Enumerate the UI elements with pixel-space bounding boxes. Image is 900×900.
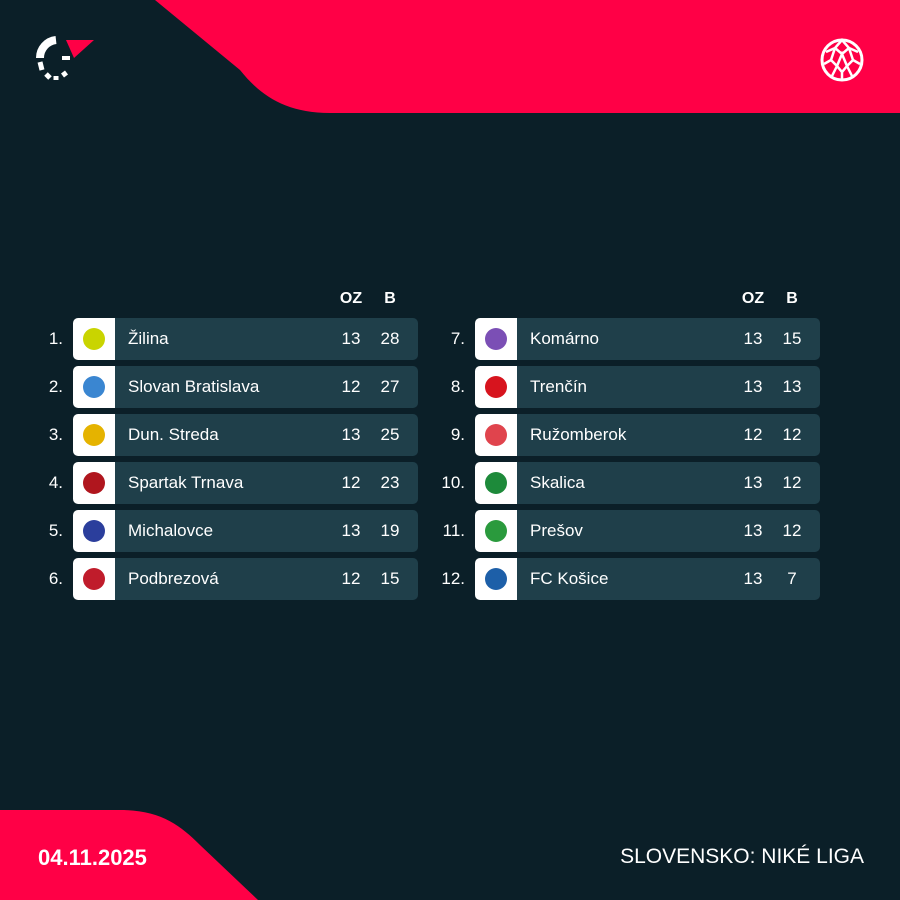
matches-played: 13 — [743, 569, 763, 588]
row-background — [517, 366, 820, 408]
matches-played: 13 — [743, 473, 763, 492]
football-icon — [820, 38, 864, 82]
row-background — [517, 462, 820, 504]
standings-table-right: OZ B 7. Komárno 13 15 8. Trenčín 13 13 9… — [441, 290, 820, 600]
team-name: Dun. Streda — [128, 425, 219, 444]
table-row[interactable]: 3. Dun. Streda 13 25 — [49, 414, 418, 456]
rank: 10. — [441, 473, 465, 492]
league-name: SLOVENSKO: NIKÉ LIGA — [620, 845, 864, 868]
table-row[interactable]: 4. Spartak Trnava 12 23 — [49, 462, 418, 504]
table-row[interactable]: 7. Komárno 13 15 — [451, 318, 820, 360]
team-crest-icon — [73, 558, 115, 600]
row-background — [517, 414, 820, 456]
row-background — [517, 558, 820, 600]
date: 04.11.2025 — [38, 845, 147, 870]
team-name: Trenčín — [530, 377, 588, 396]
matches-played: 12 — [341, 473, 361, 492]
standings-table-left: OZ B 1. Žilina 13 28 2. Slovan Bratislav… — [49, 290, 418, 600]
table-header: OZ B — [475, 290, 820, 310]
team-name: Skalica — [530, 473, 585, 492]
played-header: OZ — [339, 290, 363, 307]
table-row[interactable]: 1. Žilina 13 28 — [49, 318, 418, 360]
points: 7 — [787, 569, 797, 588]
row-background — [115, 414, 418, 456]
team-crest-icon — [475, 510, 517, 552]
row-background — [115, 462, 418, 504]
points: 12 — [782, 473, 802, 492]
table-row[interactable]: 9. Ružomberok 12 12 — [451, 414, 820, 456]
matches-played: 13 — [341, 425, 361, 444]
rank: 1. — [48, 329, 63, 348]
points-header: B — [384, 290, 396, 307]
rank: 7. — [450, 329, 465, 348]
matches-played: 13 — [743, 377, 763, 396]
row-background — [115, 318, 418, 360]
table-row[interactable]: 10. Skalica 13 12 — [441, 462, 820, 504]
rank: 5. — [48, 521, 63, 540]
table-row[interactable]: 12. FC Košice 13 7 — [441, 558, 820, 600]
matches-played: 12 — [341, 569, 361, 588]
points: 27 — [380, 377, 400, 396]
team-name: Slovan Bratislava — [128, 377, 260, 396]
team-name: Podbrezová — [128, 569, 219, 588]
points: 12 — [782, 425, 802, 444]
team-name: FC Košice — [530, 569, 609, 588]
team-crest-icon — [73, 510, 115, 552]
team-crest-icon — [475, 414, 517, 456]
row-background — [115, 510, 418, 552]
points: 25 — [380, 425, 400, 444]
points: 12 — [782, 521, 802, 540]
row-background — [115, 366, 418, 408]
matches-played: 12 — [341, 377, 361, 396]
points: 23 — [380, 473, 400, 492]
team-crest-icon — [475, 558, 517, 600]
matches-played: 13 — [743, 521, 763, 540]
team-crest-icon — [73, 462, 115, 504]
points: 19 — [380, 521, 400, 540]
team-name: Spartak Trnava — [128, 473, 244, 492]
points-header: B — [786, 290, 798, 307]
rank: 2. — [48, 377, 63, 396]
points: 15 — [782, 329, 802, 348]
rank: 4. — [48, 473, 63, 492]
points: 13 — [782, 377, 802, 396]
team-crest-icon — [475, 366, 517, 408]
table-row[interactable]: 6. Podbrezová 12 15 — [49, 558, 418, 600]
team-name: Žilina — [128, 329, 169, 348]
rank: 3. — [48, 425, 63, 444]
flashscore-logo — [36, 36, 94, 80]
team-name: Prešov — [530, 521, 583, 540]
team-crest-icon — [73, 414, 115, 456]
team-crest-icon — [475, 318, 517, 360]
team-crest-icon — [73, 318, 115, 360]
matches-played: 13 — [341, 521, 361, 540]
points: 28 — [380, 329, 400, 348]
rank: 8. — [450, 377, 465, 396]
rank: 11. — [442, 521, 465, 540]
matches-played: 12 — [743, 425, 763, 444]
table-row[interactable]: 5. Michalovce 13 19 — [49, 510, 418, 552]
rank: 12. — [441, 569, 465, 588]
row-background — [517, 510, 820, 552]
row-background — [517, 318, 820, 360]
team-name: Komárno — [530, 329, 599, 348]
team-crest-icon — [73, 366, 115, 408]
rank: 6. — [48, 569, 63, 588]
table-row[interactable]: 2. Slovan Bratislava 12 27 — [49, 366, 418, 408]
team-crest-icon — [475, 462, 517, 504]
table-row[interactable]: 11. Prešov 13 12 — [443, 510, 820, 552]
table-header: OZ B — [73, 290, 418, 310]
rank: 9. — [450, 425, 465, 444]
matches-played: 13 — [743, 329, 763, 348]
team-name: Ružomberok — [530, 425, 627, 444]
table-row[interactable]: 8. Trenčín 13 13 — [451, 366, 820, 408]
played-header: OZ — [741, 290, 765, 307]
points: 15 — [380, 569, 400, 588]
team-name: Michalovce — [128, 521, 214, 540]
row-background — [115, 558, 418, 600]
matches-played: 13 — [341, 329, 361, 348]
